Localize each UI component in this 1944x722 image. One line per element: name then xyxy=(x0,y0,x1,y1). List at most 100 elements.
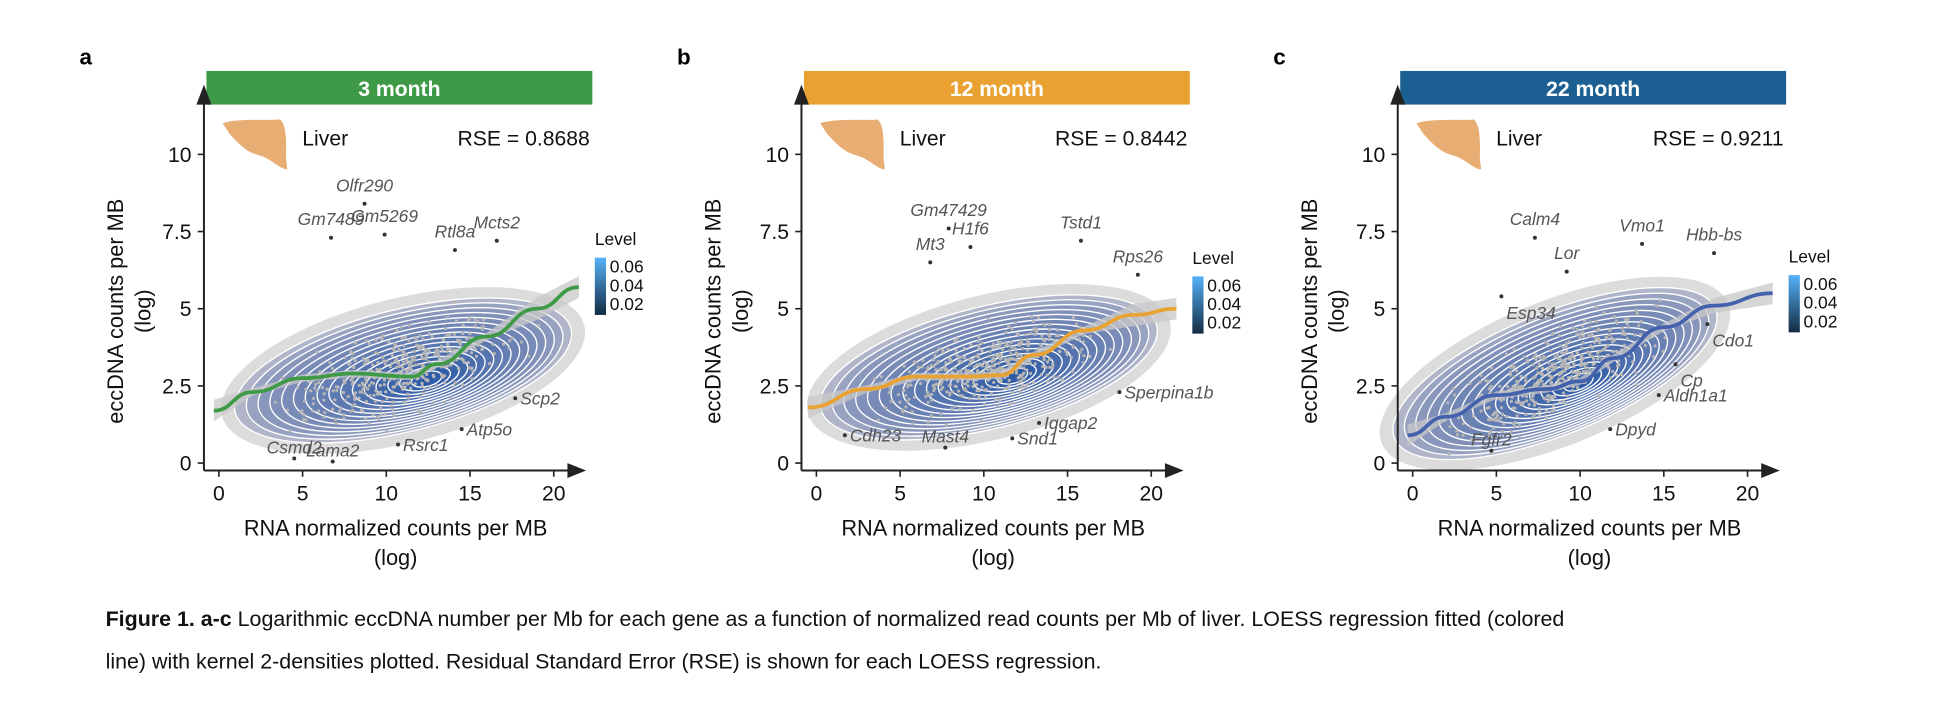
axes: 0 5 10 15 20 0 2.5 5 7.5 10 xyxy=(162,84,587,505)
gene-point xyxy=(1608,427,1613,432)
x-tick-label: 15 xyxy=(1056,482,1080,505)
y-tick-label: 10 xyxy=(168,144,192,167)
gene-label: Gm7489 xyxy=(298,209,365,229)
gene-label: Cdo1 xyxy=(1712,331,1754,351)
gene-point xyxy=(1499,294,1504,299)
gene-label: H1f6 xyxy=(952,219,989,239)
gene-label: Olfr290 xyxy=(336,175,393,195)
labeled-gene-point: Esp34 xyxy=(1499,294,1556,323)
gene-point xyxy=(292,456,297,461)
y-tick-label: 5 xyxy=(180,298,192,321)
y-axis-title: eccDNA counts per MB xyxy=(103,199,128,424)
gene-point xyxy=(1673,362,1678,367)
gene-label: Esp34 xyxy=(1506,303,1556,323)
labeled-gene-point: Scp2 xyxy=(513,388,560,408)
labeled-gene-point: Rps26 xyxy=(1113,246,1163,277)
y-tick-label: 5 xyxy=(1374,298,1386,321)
gene-point xyxy=(1135,272,1140,277)
x-axis-arrow-icon xyxy=(1164,463,1184,479)
y-tick-label: 2.5 xyxy=(1356,375,1385,398)
level-legend: Level 0.060.040.02 xyxy=(1192,248,1241,334)
labeled-gene-point: Mast4 xyxy=(922,427,969,450)
axes: 0 5 10 15 20 0 2.5 5 7.5 10 xyxy=(760,84,1184,505)
y-tick-label: 7.5 xyxy=(760,221,789,244)
gene-point xyxy=(396,442,401,447)
legend-tick-label: 0.02 xyxy=(610,294,644,314)
age-banner xyxy=(206,70,593,105)
x-tick-label: 0 xyxy=(213,482,225,505)
gene-label: Csmd2 xyxy=(267,437,322,457)
loess-confidence-band xyxy=(808,297,1177,419)
gene-label: Mt3 xyxy=(916,234,945,254)
x-axis-title: RNA normalized counts per MB xyxy=(841,515,1145,540)
legend-tick-label: 0.04 xyxy=(1207,294,1241,314)
gene-point xyxy=(494,238,499,243)
y-tick-label: 10 xyxy=(765,144,789,167)
rse-label: RSE = 0.8442 xyxy=(1055,128,1187,151)
labeled-gene-point: Olfr290 xyxy=(336,175,393,206)
gene-point xyxy=(928,260,933,265)
legend-colorbar xyxy=(1788,275,1800,333)
legend-tick-label: 0.04 xyxy=(610,275,644,295)
legend-colorbar xyxy=(594,257,607,315)
x-tick-label: 10 xyxy=(375,482,399,505)
labeled-gene-point: Atp5o xyxy=(459,419,512,439)
labeled-gene-point: Lama2 xyxy=(306,441,360,464)
labeled-gene-point: Vmo1 xyxy=(1619,215,1665,246)
gene-point xyxy=(1705,322,1710,327)
labeled-gene-point: Gm47429 xyxy=(910,200,987,231)
loess-line xyxy=(807,306,1177,410)
gene-label: Calm4 xyxy=(1510,209,1561,229)
density-contours xyxy=(806,284,1171,451)
gene-label: Lor xyxy=(1554,243,1580,263)
x-axis-title-unit: (log) xyxy=(971,545,1015,570)
gene-point xyxy=(842,433,847,438)
tissue-label: Liver xyxy=(1496,128,1542,151)
x-axis-title-unit: (log) xyxy=(1568,545,1612,570)
gene-label: Rtl8a xyxy=(435,222,476,242)
gene-point xyxy=(513,396,518,401)
legend-colorbar xyxy=(1192,276,1204,334)
legend-tick-label: 0.06 xyxy=(610,257,644,277)
gene-label: Mcts2 xyxy=(474,212,521,232)
gene-point xyxy=(330,459,335,464)
labeled-gene-point: Lor xyxy=(1554,243,1580,274)
y-axis-arrow-icon xyxy=(793,84,809,105)
gene-point xyxy=(943,445,948,450)
labeled-gene-point: Cp xyxy=(1673,362,1703,391)
y-axis-arrow-icon xyxy=(1390,84,1406,105)
gene-point xyxy=(968,244,973,249)
labeled-gene-point: Aldh1a1 xyxy=(1656,385,1728,405)
labeled-gene-point: Tstd1 xyxy=(1060,212,1102,243)
labeled-gene-point: Csmd2 xyxy=(267,437,322,461)
tissue-label: Liver xyxy=(900,128,946,151)
age-banner xyxy=(803,70,1190,105)
gene-label: Snd1 xyxy=(1017,429,1058,449)
axes: 0 5 10 15 20 0 2.5 5 7.5 10 xyxy=(1356,84,1780,505)
y-axis-title-unit: (log) xyxy=(728,289,753,333)
y-tick-label: 7.5 xyxy=(1356,221,1385,244)
x-tick-label: 15 xyxy=(1652,482,1676,505)
labeled-gene-point: Fgfr2 xyxy=(1471,430,1512,453)
gene-point xyxy=(1656,393,1661,398)
tissue-label: Liver xyxy=(302,128,348,151)
gene-label: Cdh23 xyxy=(850,426,902,446)
liver-icon xyxy=(222,119,288,170)
labeled-gene-point: H1f6 xyxy=(952,219,989,249)
gene-label: Aldh1a1 xyxy=(1663,385,1728,405)
rse-label: RSE = 0.8688 xyxy=(458,128,590,151)
gene-point xyxy=(1078,238,1083,243)
level-legend: Level 0.060.040.02 xyxy=(595,229,644,315)
y-tick-label: 2.5 xyxy=(760,375,789,398)
gene-label: Fgfr2 xyxy=(1471,430,1512,450)
y-tick-label: 0 xyxy=(1374,453,1386,476)
gene-point xyxy=(362,201,367,206)
gene-label: Dpyd xyxy=(1615,419,1657,439)
banner-title: 12 month xyxy=(950,78,1044,101)
x-tick-label: 10 xyxy=(972,482,996,505)
caption-bold: Figure 1. a-c xyxy=(106,607,232,631)
labeled-gene-point: Cdo1 xyxy=(1705,322,1754,351)
